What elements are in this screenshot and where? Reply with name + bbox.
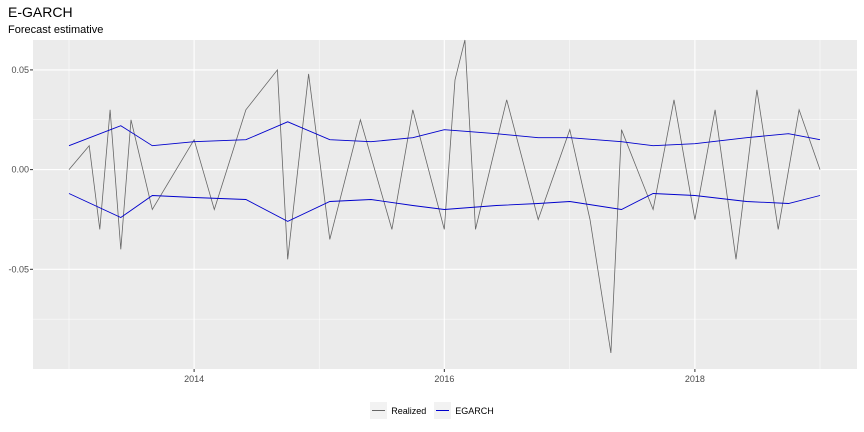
y-tick-label: 0.05	[11, 65, 29, 75]
legend-key-realized	[370, 402, 388, 419]
plot-panel	[33, 40, 857, 369]
realized-line	[68, 39, 821, 354]
legend-item-realized: Realized	[370, 402, 426, 419]
x-tick-label: 2014	[184, 374, 204, 384]
y-tick-label: -0.05	[8, 264, 29, 274]
egarch-lower-line	[68, 193, 821, 222]
axis-layer: 0.05 0.00 -0.05 2014 2016 2018	[8, 65, 704, 384]
chart-subtitle: Forecast estimative	[8, 24, 104, 36]
chart-title: E-GARCH	[8, 4, 73, 20]
legend-label-egarch: EGARCH	[455, 405, 494, 416]
y-tick-label: 0.00	[11, 165, 29, 175]
legend: Realized EGARCH	[0, 402, 864, 419]
legend-key-egarch	[434, 402, 452, 419]
legend-item-egarch: EGARCH	[434, 402, 494, 419]
egarch-upper-line	[68, 121, 821, 147]
x-tick-label: 2018	[685, 374, 705, 384]
x-tick-label: 2016	[434, 374, 454, 384]
legend-label-realized: Realized	[391, 405, 427, 416]
series-layer	[68, 39, 821, 354]
major-gridlines	[33, 40, 857, 369]
minor-gridlines	[33, 19, 857, 369]
